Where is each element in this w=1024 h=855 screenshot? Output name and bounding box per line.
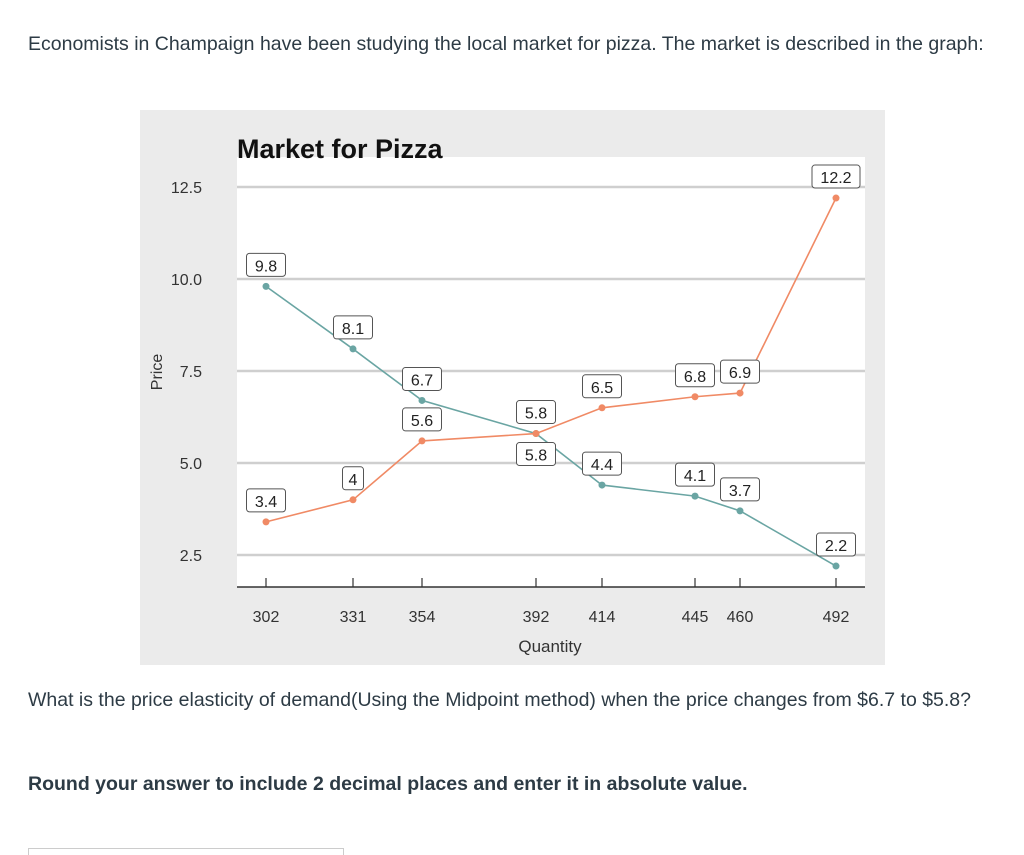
data-label: 8.1 [342, 321, 364, 338]
data-label-box [582, 374, 622, 399]
data-point [736, 389, 744, 397]
data-label-box [675, 363, 715, 388]
data-point [262, 518, 270, 526]
x-tick-label: 302 [253, 609, 280, 626]
chart-title: Market for Pizza [237, 134, 444, 164]
data-label: 6.8 [684, 369, 706, 386]
data-label-box [516, 442, 556, 467]
data-point [598, 404, 606, 412]
demand-series: 9.8 8.1 6.7 5.8 4.4 4.1 3.7 2.2 [246, 252, 856, 570]
data-label: 5.6 [411, 413, 433, 430]
data-point [349, 345, 357, 353]
data-label: 4.1 [684, 468, 706, 485]
x-tick-label: 414 [589, 609, 616, 626]
data-label-box [720, 359, 760, 384]
data-point [691, 492, 699, 500]
data-label-box [246, 252, 286, 277]
question-text: What is the price elasticity of demand(U… [28, 689, 971, 711]
data-label: 5.8 [525, 406, 547, 423]
x-tick-label: 492 [823, 609, 850, 626]
data-label: 9.8 [255, 258, 277, 275]
answer-input[interactable] [28, 848, 344, 855]
market-chart: Market for Pizza 302 331 354 392 414 445 460 49… [140, 110, 885, 665]
data-point [736, 507, 744, 515]
data-point [598, 481, 606, 489]
data-label-box [720, 477, 760, 502]
data-label-box [811, 164, 861, 189]
data-label: 3.4 [255, 494, 277, 511]
y-tick-label: 10.0 [171, 272, 202, 289]
y-tick-label: 7.5 [180, 364, 202, 381]
data-point [532, 430, 540, 438]
data-label-box [582, 451, 622, 476]
data-label: 2.2 [825, 538, 847, 555]
x-tick-label: 445 [682, 609, 709, 626]
data-label-box [402, 407, 442, 432]
intro-text: Economists in Champaign have been studyi… [28, 33, 984, 55]
y-tick-label: 12.5 [171, 180, 202, 197]
data-label-box [342, 466, 364, 491]
x-tick-label: 331 [340, 609, 367, 626]
data-point [349, 496, 357, 504]
series-line [265, 197, 837, 523]
data-point [691, 393, 699, 401]
data-label: 6.7 [411, 372, 433, 389]
data-label: 6.9 [729, 365, 751, 382]
data-point [832, 562, 840, 570]
data-label-box [675, 462, 715, 487]
series-line [265, 285, 837, 567]
data-label-box [516, 400, 556, 425]
data-point [418, 396, 426, 404]
data-point [832, 194, 840, 202]
data-label: 12.2 [820, 170, 851, 187]
data-point [262, 282, 270, 290]
data-label-box [816, 532, 856, 557]
x-axis-label: Quantity [518, 637, 582, 656]
data-label: 4.4 [591, 457, 613, 474]
x-tick-label: 354 [409, 609, 436, 626]
data-label-box [402, 366, 442, 391]
x-tick-label: 392 [523, 609, 550, 626]
supply-series: 3.4 4 5.6 5.8 6.5 6.8 6.9 12.2 [246, 164, 861, 526]
x-tick-label: 460 [727, 609, 754, 626]
data-label-box [333, 315, 373, 340]
data-label-box [246, 488, 286, 513]
data-point [418, 437, 426, 445]
data-label: 3.7 [729, 483, 751, 500]
instruction-text: Round your answer to include 2 decimal p… [28, 773, 748, 795]
y-axis-label: Price [149, 354, 166, 391]
data-label: 6.5 [591, 380, 613, 397]
data-label: 5.8 [525, 448, 547, 465]
y-tick-label: 5.0 [180, 456, 202, 473]
y-tick-label: 2.5 [180, 548, 202, 565]
data-label: 4 [349, 472, 358, 489]
